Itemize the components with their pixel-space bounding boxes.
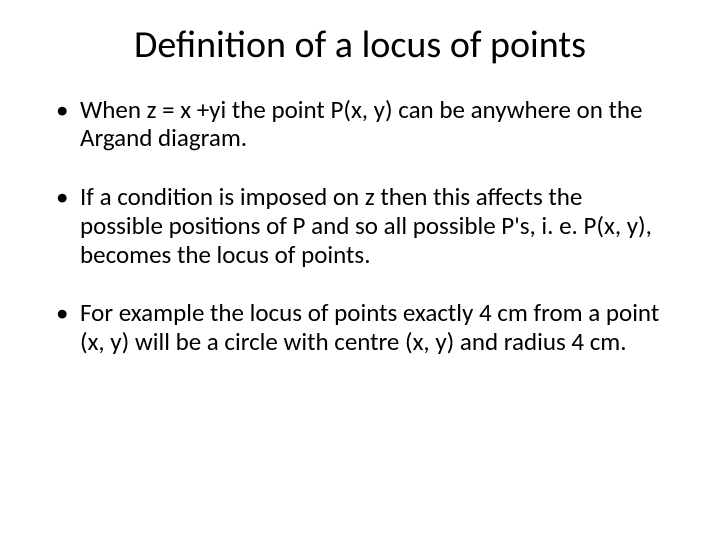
bullet-text: For example the locus of points exactly … <box>80 297 659 357</box>
bullet-text: When z = x +yi the point P(x, y) can be … <box>80 94 642 154</box>
list-item: When z = x +yi the point P(x, y) can be … <box>50 96 670 154</box>
bullet-text: If a condition is imposed on z then this… <box>80 181 652 270</box>
bullet-list: When z = x +yi the point P(x, y) can be … <box>50 96 670 357</box>
list-item: If a condition is imposed on z then this… <box>50 183 670 269</box>
slide-title: Definition of a locus of points <box>50 24 670 68</box>
slide-container: Definition of a locus of points When z =… <box>0 0 720 540</box>
list-item: For example the locus of points exactly … <box>50 299 670 357</box>
